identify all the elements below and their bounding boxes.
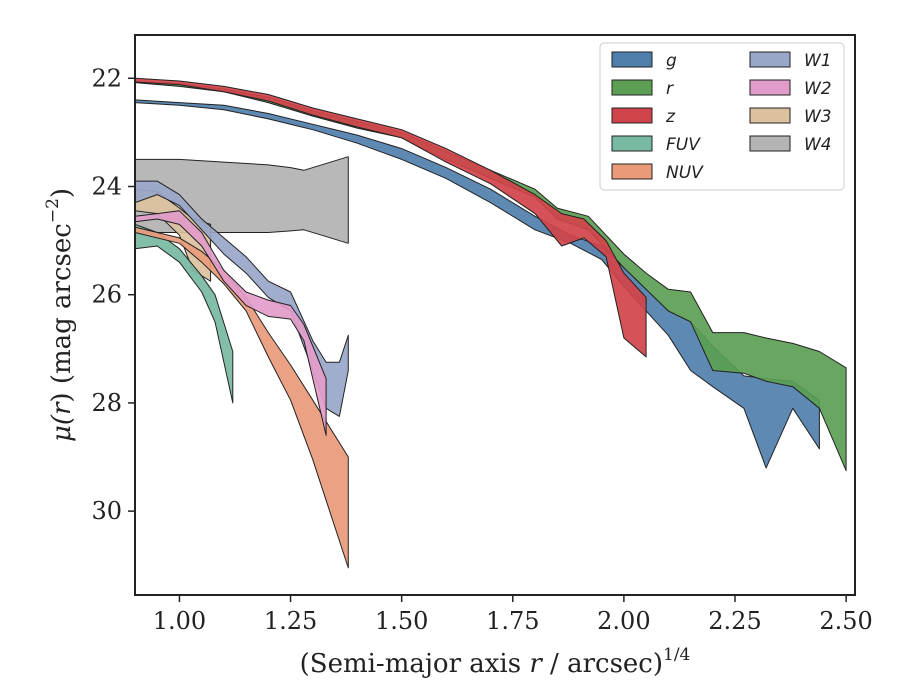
legend-label-fuv: FUV (666, 135, 701, 155)
plot-frame (134, 34, 856, 596)
x-axis-label: (Semi-major axis r / arcsec)1/4 (300, 645, 691, 679)
x-tick-label: 2.25 (708, 607, 761, 635)
legend-swatch-w3 (749, 107, 791, 124)
y-axis-label-tail: ) (mag arcsec (47, 223, 77, 402)
legend-label-w3: W3 (804, 107, 832, 127)
y-tick-label: 30 (91, 497, 122, 525)
y-tick-label: 22 (91, 64, 122, 92)
band-w2 (135, 210, 327, 436)
band-fuv (135, 223, 234, 404)
legend-swatch-w2 (749, 79, 791, 96)
band-w1 (135, 180, 349, 417)
band-w3 (135, 188, 212, 282)
band-g (135, 99, 820, 469)
x-tick-label: 2.50 (819, 607, 872, 635)
legend-label-nuv: NUV (666, 163, 704, 183)
legend-swatch-w4 (749, 135, 791, 152)
legend-label-z: z (665, 107, 676, 127)
y-axis-label-main: μ( (47, 414, 77, 442)
y-axis-label-sup: −2 (43, 198, 63, 223)
x-axis-ticks: 1.00 1.25 1.50 1.75 2.00 2.25 2.50 (153, 595, 873, 635)
legend-label-w1: W1 (804, 51, 832, 71)
x-tick-label: 1.00 (153, 607, 206, 635)
y-tick-label: 26 (91, 281, 122, 309)
band-nuv (135, 226, 349, 569)
x-axis-label-sup: 1/4 (663, 645, 690, 665)
legend-label-w2: W2 (804, 79, 832, 99)
x-axis-label-main: (Semi-major axis (300, 649, 530, 679)
legend-label-w4: W4 (804, 135, 832, 155)
x-tick-label: 2.00 (597, 607, 650, 635)
x-axis-label-var: r (529, 649, 543, 679)
band-z (135, 77, 647, 358)
y-tick-label: 24 (91, 172, 122, 200)
legend-swatch-fuv (611, 135, 653, 152)
legend-swatch-nuv (611, 163, 653, 180)
legend-label-r: r (666, 79, 674, 99)
x-axis-label-tail: / arcsec) (542, 649, 663, 679)
y-axis-ticks: 22 24 26 28 30 (91, 64, 135, 525)
legend: grz FUV NUV W1 W2 W3 W4 (599, 42, 845, 191)
legend-swatch-z (611, 107, 653, 124)
y-axis-label-var: r (47, 401, 77, 415)
legend-swatch-r (611, 79, 653, 96)
legend-swatch-w1 (749, 51, 791, 68)
data-bands (135, 77, 847, 569)
y-axis-label: μ(r) (mag arcsec−2) (43, 188, 77, 442)
x-tick-label: 1.75 (486, 607, 539, 635)
y-axis-label-close: ) (47, 188, 77, 198)
y-tick-label: 28 (91, 389, 122, 417)
legend-label-g: g (666, 51, 677, 71)
x-tick-label: 1.50 (375, 607, 428, 635)
x-tick-label: 1.25 (264, 607, 317, 635)
legend-swatch-g (611, 51, 653, 68)
